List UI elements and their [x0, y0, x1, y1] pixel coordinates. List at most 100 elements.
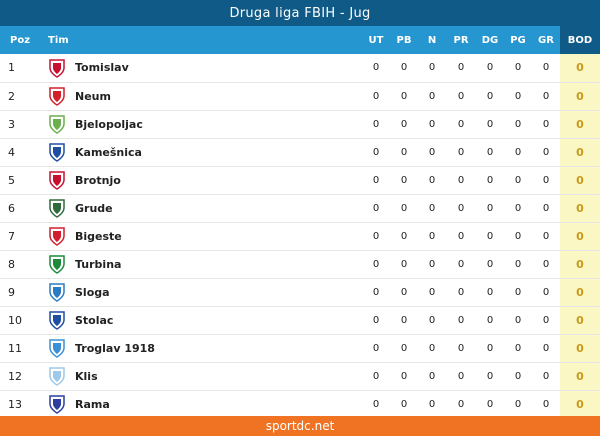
stat-pg: 0: [514, 202, 522, 214]
team-name[interactable]: Tomislav: [75, 61, 129, 75]
team-cell[interactable]: Bigeste: [44, 222, 362, 250]
table-row[interactable]: 10 Stolac 0 0 0 0 0 0 0 0: [0, 306, 600, 334]
row-position: 9: [8, 285, 15, 299]
row-position: 5: [8, 173, 15, 187]
team-cell[interactable]: Neum: [44, 82, 362, 110]
stat-gr: 0: [542, 90, 550, 102]
header-pg: PG: [510, 34, 526, 46]
team-name[interactable]: Neum: [75, 89, 111, 103]
header-pb: PB: [396, 34, 412, 46]
stat-n: 0: [428, 174, 436, 186]
stat-pb: 0: [400, 202, 408, 214]
tomislav-crest-icon: [48, 58, 66, 78]
table-row[interactable]: 2 Neum 0 0 0 0 0 0 0 0: [0, 82, 600, 110]
row-position: 3: [8, 117, 15, 131]
stat-n: 0: [428, 286, 436, 298]
stat-pg: 0: [514, 398, 522, 410]
stat-pr: 0: [457, 258, 465, 270]
team-cell[interactable]: Brotnjo: [44, 166, 362, 194]
stat-pg: 0: [514, 90, 522, 102]
stat-pr: 0: [457, 174, 465, 186]
table-row[interactable]: 9 Sloga 0 0 0 0 0 0 0 0: [0, 278, 600, 306]
stat-n: 0: [428, 62, 436, 74]
stat-dg: 0: [486, 118, 494, 130]
team-cell[interactable]: Tomislav: [44, 54, 362, 82]
troglav-crest-icon: [48, 338, 66, 358]
stat-points: 0: [560, 166, 600, 194]
table-row[interactable]: 6 Grude 0 0 0 0 0 0 0 0: [0, 194, 600, 222]
stat-points: 0: [560, 82, 600, 110]
team-name[interactable]: Kamešnica: [75, 145, 142, 159]
team-name[interactable]: Rama: [75, 397, 110, 411]
stat-n: 0: [428, 370, 436, 382]
stat-dg: 0: [486, 258, 494, 270]
team-cell[interactable]: Rama: [44, 390, 362, 418]
stat-pb: 0: [400, 174, 408, 186]
team-name[interactable]: Grude: [75, 201, 113, 215]
table-row[interactable]: 5 Brotnjo 0 0 0 0 0 0 0 0: [0, 166, 600, 194]
stat-gr: 0: [542, 342, 550, 354]
team-cell[interactable]: Grude: [44, 194, 362, 222]
stat-ut: 0: [372, 146, 380, 158]
team-cell[interactable]: Bjelopoljac: [44, 110, 362, 138]
footer-site-link[interactable]: sportdc.net: [0, 416, 600, 436]
stat-pg: 0: [514, 62, 522, 74]
table-row[interactable]: 4 Kamešnica 0 0 0 0 0 0 0 0: [0, 138, 600, 166]
table-row[interactable]: 7 Bigeste 0 0 0 0 0 0 0 0: [0, 222, 600, 250]
stat-pb: 0: [400, 62, 408, 74]
stat-points: 0: [560, 138, 600, 166]
stat-dg: 0: [486, 342, 494, 354]
standings-table: Poz Tim UT PB N PR DG PG GR BOD 1 Tomisla…: [0, 26, 600, 419]
stat-pr: 0: [457, 370, 465, 382]
stat-pg: 0: [514, 314, 522, 326]
team-cell[interactable]: Sloga: [44, 278, 362, 306]
team-cell[interactable]: Troglav 1918: [44, 334, 362, 362]
team-name[interactable]: Bigeste: [75, 229, 122, 243]
stat-pr: 0: [457, 118, 465, 130]
stat-pb: 0: [400, 146, 408, 158]
stat-pr: 0: [457, 314, 465, 326]
stat-pr: 0: [457, 230, 465, 242]
stat-pg: 0: [514, 342, 522, 354]
stat-ut: 0: [372, 90, 380, 102]
table-row[interactable]: 1 Tomislav 0 0 0 0 0 0 0 0: [0, 54, 600, 82]
stat-ut: 0: [372, 314, 380, 326]
team-cell[interactable]: Kamešnica: [44, 138, 362, 166]
table-row[interactable]: 8 Turbina 0 0 0 0 0 0 0 0: [0, 250, 600, 278]
table-row[interactable]: 12 Klis 0 0 0 0 0 0 0 0: [0, 362, 600, 390]
row-position: 13: [8, 397, 22, 411]
stat-pb: 0: [400, 342, 408, 354]
team-name[interactable]: Turbina: [75, 257, 122, 271]
stat-n: 0: [428, 230, 436, 242]
team-name[interactable]: Troglav 1918: [75, 341, 155, 355]
grude-crest-icon: [48, 198, 66, 218]
team-cell[interactable]: Klis: [44, 362, 362, 390]
team-name[interactable]: Brotnjo: [75, 173, 121, 187]
stat-ut: 0: [372, 286, 380, 298]
row-position: 8: [8, 257, 15, 271]
table-row[interactable]: 11 Troglav 1918 0 0 0 0 0 0 0 0: [0, 334, 600, 362]
team-name[interactable]: Bjelopoljac: [75, 117, 143, 131]
stat-points: 0: [560, 194, 600, 222]
stat-ut: 0: [372, 370, 380, 382]
stat-pb: 0: [400, 370, 408, 382]
row-position: 1: [8, 61, 15, 75]
team-name[interactable]: Klis: [75, 369, 98, 383]
stat-pb: 0: [400, 258, 408, 270]
team-name[interactable]: Sloga: [75, 285, 110, 299]
bigeste-crest-icon: [48, 226, 66, 246]
stat-dg: 0: [486, 230, 494, 242]
stat-gr: 0: [542, 258, 550, 270]
table-row[interactable]: 13 Rama 0 0 0 0 0 0 0 0: [0, 390, 600, 418]
team-name[interactable]: Stolac: [75, 313, 114, 327]
stat-n: 0: [428, 118, 436, 130]
team-cell[interactable]: Stolac: [44, 306, 362, 334]
stat-dg: 0: [486, 370, 494, 382]
team-cell[interactable]: Turbina: [44, 250, 362, 278]
table-row[interactable]: 3 Bjelopoljac 0 0 0 0 0 0 0 0: [0, 110, 600, 138]
header-dg: DG: [481, 34, 499, 46]
stat-n: 0: [428, 146, 436, 158]
stat-pg: 0: [514, 146, 522, 158]
stat-pr: 0: [457, 342, 465, 354]
